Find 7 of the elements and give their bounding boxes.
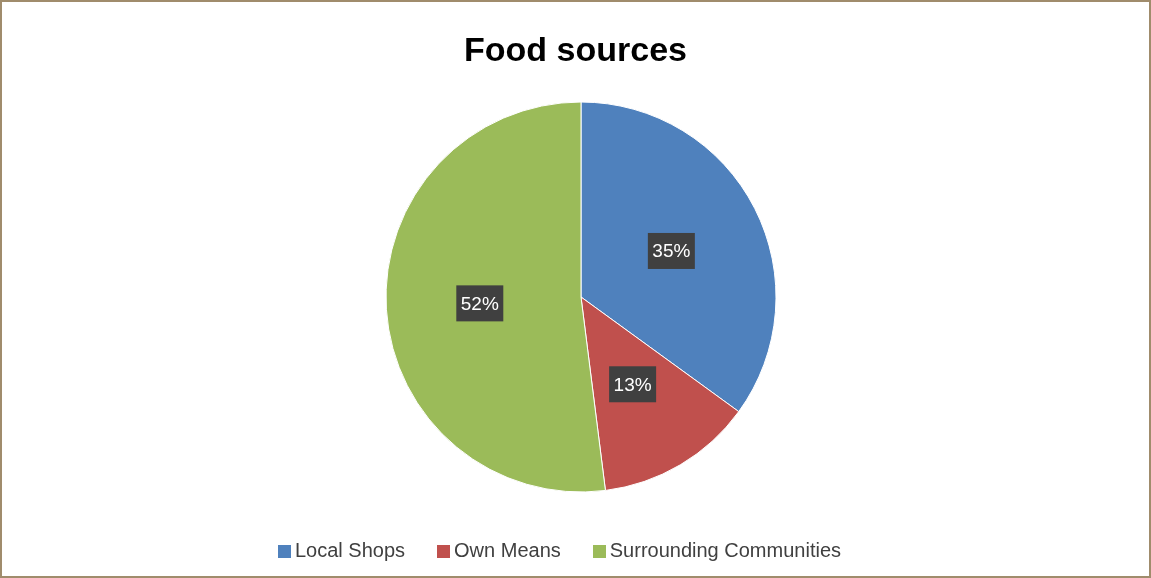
data-label: 35% [652,240,691,262]
chart-title: Food sources [463,30,688,69]
legend-label: Surrounding Communities [609,539,842,561]
legend-label: Local Shops [294,539,406,561]
data-label: 13% [613,373,652,395]
data-label: 52% [460,292,499,314]
legend-label: Own Means [454,539,561,561]
